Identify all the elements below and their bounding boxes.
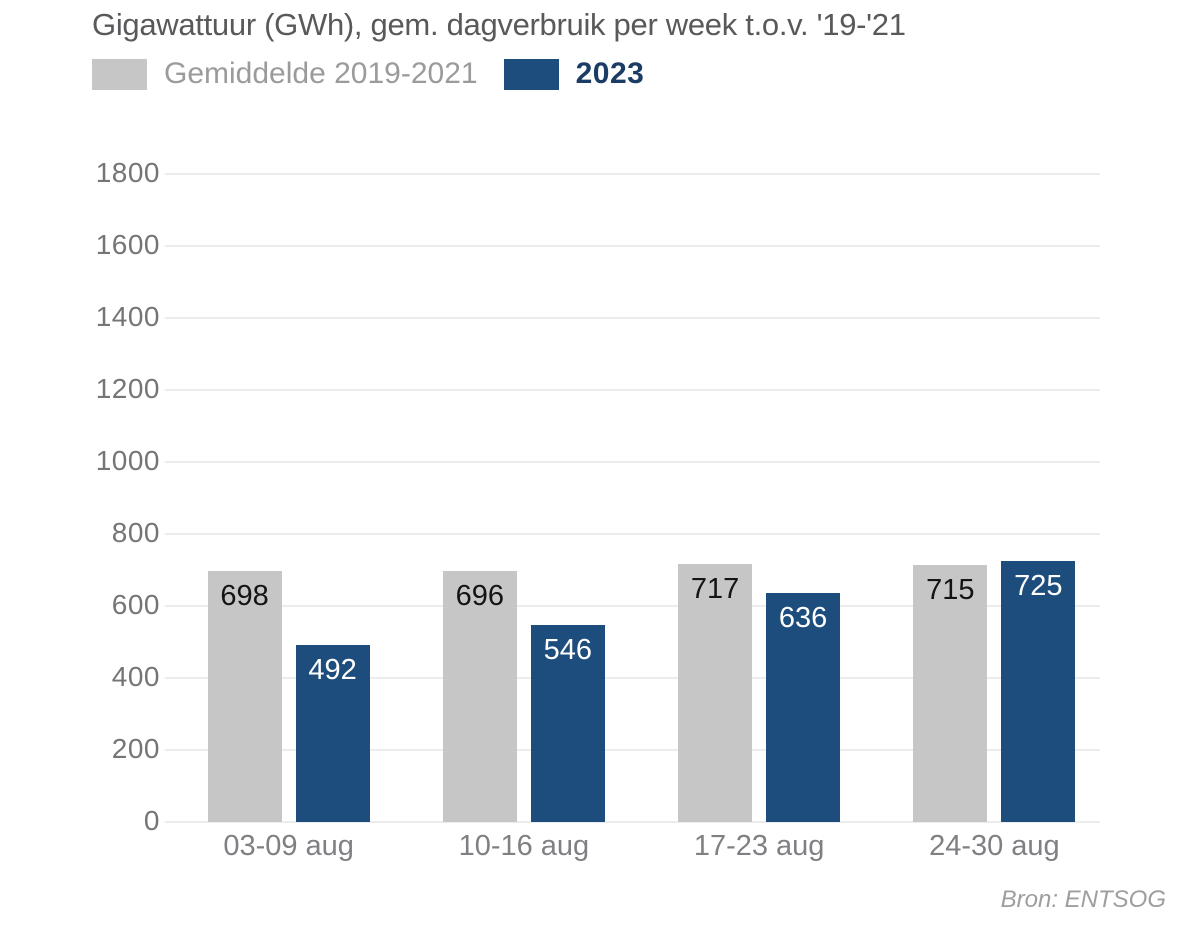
chart-title: Gigawattuur (GWh), gem. dagverbruik per … — [92, 7, 906, 42]
y-axis-tick-label: 400 — [111, 661, 160, 692]
bar-value-label: 715 — [926, 573, 975, 606]
bar-2023-4: 725 — [1001, 561, 1076, 822]
gridline — [165, 605, 1100, 607]
legend-swatch-average — [92, 58, 147, 90]
bar-value-label: 696 — [455, 580, 505, 613]
x-axis-category-label: 10-16 aug — [458, 830, 590, 862]
gridline — [165, 317, 1100, 319]
bar-value-label: 492 — [308, 653, 357, 686]
bar-2023-3: 636 — [766, 593, 841, 822]
gridline — [165, 821, 1100, 823]
x-axis-category-label: 17-23 aug — [693, 830, 825, 862]
bar-value-label: 725 — [1014, 570, 1063, 602]
x-axis-category-label: 03-09 aug — [223, 830, 354, 862]
y-axis-tick-label: 800 — [111, 517, 160, 548]
bar-2023-1: 492 — [295, 644, 370, 822]
legend-swatch-2023 — [503, 58, 559, 90]
gridline — [165, 533, 1100, 535]
y-axis-tick-label: 1200 — [95, 373, 160, 404]
y-axis-tick-label: 0 — [143, 805, 160, 836]
bar-average-1: 698 — [207, 570, 282, 822]
y-axis-tick-label: 1400 — [95, 301, 160, 332]
legend-label-average: Gemiddelde 2019-2021 — [164, 57, 478, 90]
y-axis-tick-label: 1000 — [95, 445, 160, 476]
y-axis-tick-label: 200 — [111, 733, 160, 764]
y-axis-tick-label: 1600 — [95, 229, 160, 260]
gridline — [165, 677, 1100, 679]
gridline — [165, 461, 1100, 463]
gridline — [165, 389, 1100, 391]
bar-average-2: 696 — [442, 571, 517, 822]
bar-value-label: 698 — [220, 579, 269, 612]
gridline — [165, 245, 1100, 247]
x-axis-category-label: 24-30 aug — [929, 830, 1060, 862]
gridline — [165, 749, 1100, 751]
legend-item-average: Gemiddelde 2019-2021 — [92, 57, 478, 91]
bar-average-3: 717 — [678, 563, 753, 822]
legend-item-2023: 2023 — [503, 57, 645, 91]
source-credit: Bron: ENTSOG — [1000, 886, 1166, 913]
bar-value-label: 636 — [778, 602, 828, 635]
bar-average-4: 715 — [913, 564, 988, 822]
gridline — [165, 173, 1100, 175]
y-axis-tick-label: 600 — [111, 589, 160, 620]
bar-2023-2: 546 — [530, 625, 605, 822]
bar-value-label: 546 — [543, 634, 593, 667]
legend-label-2023: 2023 — [575, 57, 645, 90]
legend: Gemiddelde 2019-2021 2023 — [92, 57, 644, 91]
bar-value-label: 717 — [690, 572, 740, 605]
y-axis-tick-label: 1800 — [95, 157, 160, 188]
